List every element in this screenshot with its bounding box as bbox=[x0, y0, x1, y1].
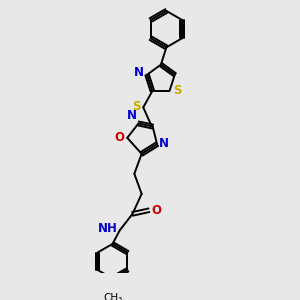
Text: N: N bbox=[159, 137, 169, 150]
Text: N: N bbox=[134, 66, 144, 80]
Text: S: S bbox=[173, 85, 182, 98]
Text: N: N bbox=[127, 109, 136, 122]
Text: O: O bbox=[152, 204, 162, 217]
Text: S: S bbox=[132, 100, 140, 113]
Text: CH₃: CH₃ bbox=[103, 293, 122, 300]
Text: O: O bbox=[115, 131, 124, 144]
Text: NH: NH bbox=[98, 222, 118, 235]
